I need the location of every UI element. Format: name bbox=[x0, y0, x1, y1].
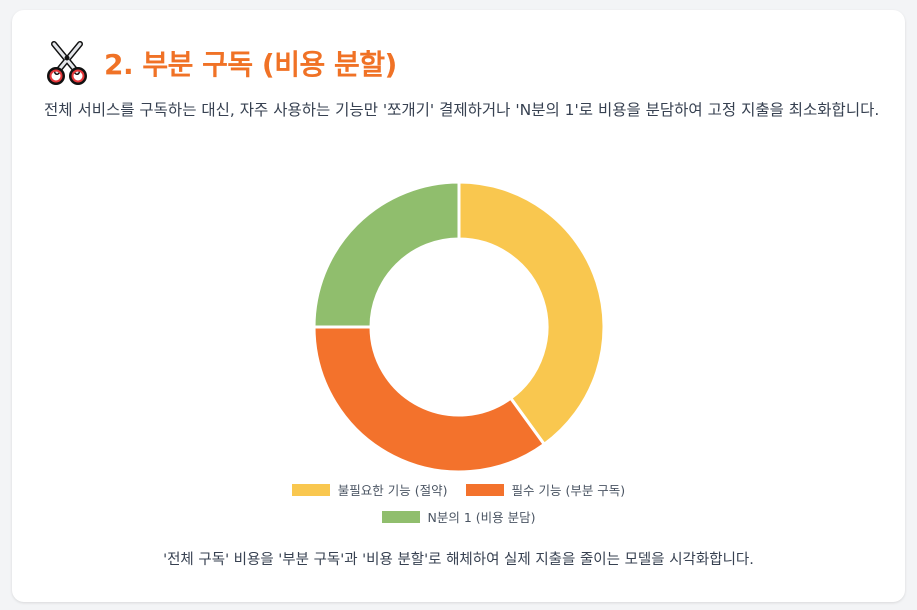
legend-item-3[interactable]: N분의 1 (비용 분담) bbox=[381, 507, 536, 526]
legend-swatch bbox=[291, 483, 330, 496]
legend-label: 불필요한 기능 (절약) bbox=[337, 483, 448, 498]
donut-slice-3[interactable] bbox=[312, 180, 461, 329]
chart-caption: '전체 구독' 비용을 '부분 구독'과 '비용 분할'로 해체하여 실제 지출… bbox=[163, 552, 754, 568]
page-title: 2. 부분 구독 (비용 분할) bbox=[104, 48, 397, 81]
donut-slice-2[interactable] bbox=[312, 325, 547, 474]
description: 전체 서비스를 구독하는 대신, 자주 사용하는 기능만 '쪼개기' 결제하거나… bbox=[44, 101, 880, 119]
legend-swatch bbox=[465, 483, 504, 496]
legend-label: N분의 1 (비용 분담) bbox=[427, 510, 536, 525]
legend-item-2[interactable]: 필수 기능 (부분 구독) bbox=[465, 480, 626, 499]
chart-legend: 불필요한 기능 (절약) 필수 기능 (부분 구독) N분의 1 (비용 분담) bbox=[12, 480, 905, 534]
legend-item-1[interactable]: 불필요한 기능 (절약) bbox=[291, 480, 448, 499]
scissors-icon bbox=[44, 40, 90, 86]
legend-label: 필수 기능 (부분 구독) bbox=[511, 483, 626, 498]
title-row: 2. 부분 구독 (비용 분할) bbox=[44, 40, 397, 86]
card: 2. 부분 구독 (비용 분할) 전체 서비스를 구독하는 대신, 자주 사용하… bbox=[12, 10, 905, 602]
donut-chart bbox=[312, 180, 606, 474]
donut-slice-1[interactable] bbox=[457, 180, 606, 447]
legend-swatch bbox=[381, 510, 420, 523]
